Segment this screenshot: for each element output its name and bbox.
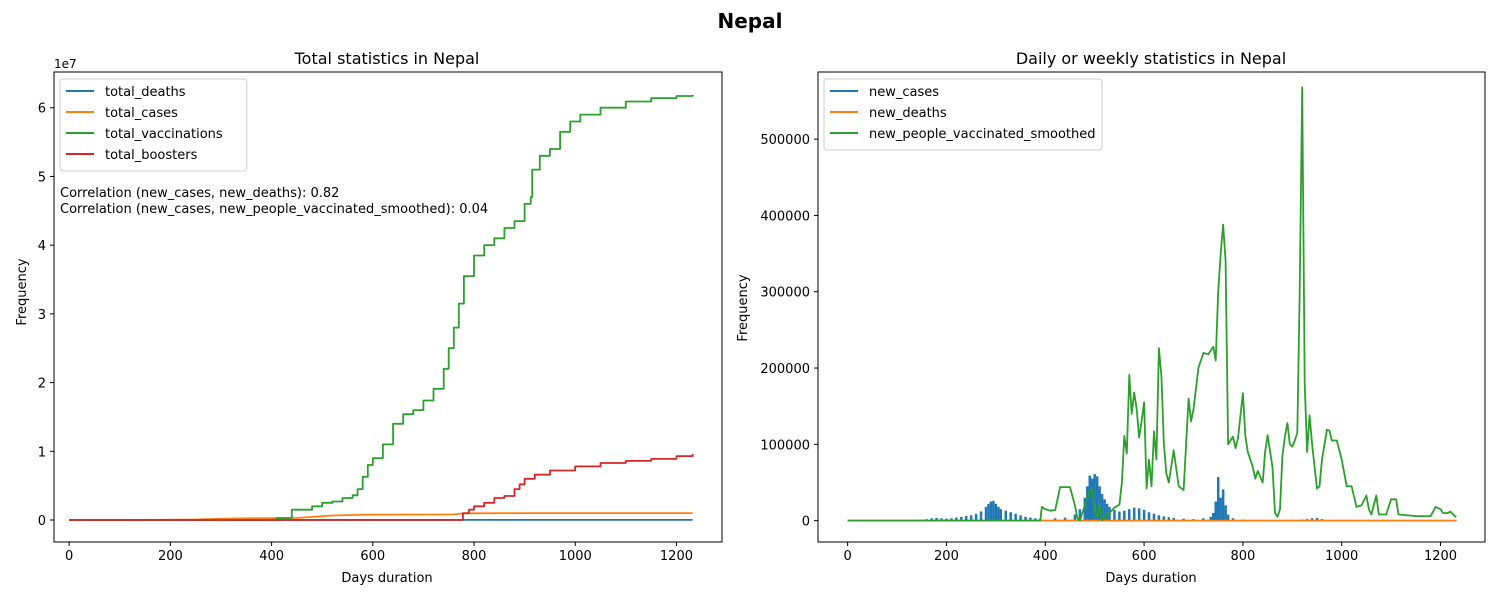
y-tick-label: 100000 bbox=[760, 438, 810, 453]
y-tick-label: 0 bbox=[802, 515, 810, 530]
legend-label: total_boosters bbox=[105, 148, 198, 163]
plot-area bbox=[847, 86, 1458, 522]
series-new-people-vaccinated-smoothed bbox=[847, 86, 1457, 522]
axes-frame bbox=[53, 71, 723, 543]
legend-item: total_boosters bbox=[66, 148, 198, 163]
axes-frame bbox=[817, 71, 1486, 543]
x-tick-label: 800 bbox=[1230, 549, 1255, 564]
series-total-cases bbox=[69, 512, 693, 521]
x-tick-label: 800 bbox=[462, 549, 487, 564]
x-tick-label: 0 bbox=[844, 549, 852, 564]
y-axis-label: Frequency bbox=[736, 274, 751, 341]
y-tick-label: 200000 bbox=[760, 362, 810, 377]
y-tick-label: 400000 bbox=[760, 209, 810, 224]
x-tick-label: 1000 bbox=[1325, 549, 1358, 564]
total-statistics-chart: Total statistics in Nepal 1e7 Days durat… bbox=[15, 49, 723, 586]
y-offset-label: 1e7 bbox=[54, 57, 77, 71]
y-tick-label: 500000 bbox=[760, 133, 810, 148]
x-tick-label: 400 bbox=[259, 549, 284, 564]
correlation-annotation-2: Correlation (new_cases, new_people_vacci… bbox=[60, 202, 488, 217]
x-tick-label: 400 bbox=[1033, 549, 1058, 564]
legend-label: new_cases bbox=[869, 85, 939, 100]
y-tick-label: 2 bbox=[38, 377, 46, 392]
x-tick-label: 1200 bbox=[1424, 549, 1457, 564]
legend-item: total_deaths bbox=[66, 85, 186, 100]
x-axis-label: Days duration bbox=[1105, 571, 1196, 586]
legend-label: new_people_vaccinated_smoothed bbox=[869, 127, 1095, 142]
figure-suptitle: Nepal bbox=[718, 9, 783, 33]
correlation-annotation-1: Correlation (new_cases, new_deaths): 0.8… bbox=[60, 186, 339, 201]
y-tick-label: 6 bbox=[38, 102, 46, 117]
legend-box bbox=[59, 78, 248, 172]
x-tick-label: 600 bbox=[1132, 549, 1157, 564]
legend-item: new_cases bbox=[830, 85, 939, 100]
legend-label: total_vaccinations bbox=[105, 127, 223, 142]
x-tick-label: 200 bbox=[934, 549, 959, 564]
legend-label: total_deaths bbox=[105, 85, 186, 100]
y-tick-label: 300000 bbox=[760, 286, 810, 301]
y-tick-label: 5 bbox=[38, 170, 46, 185]
legend-item: new_deaths bbox=[830, 106, 947, 121]
legend-label: total_cases bbox=[105, 106, 178, 121]
y-tick-label: 4 bbox=[38, 239, 46, 254]
legend-item: total_cases bbox=[66, 106, 178, 121]
x-tick-label: 1200 bbox=[660, 549, 693, 564]
x-tick-label: 1000 bbox=[559, 549, 592, 564]
legend-label: new_deaths bbox=[869, 106, 947, 121]
daily-statistics-chart: Daily or weekly statistics in Nepal Days… bbox=[736, 49, 1486, 586]
plot-area bbox=[69, 94, 694, 521]
y-axis-label: Frequency bbox=[15, 258, 30, 325]
x-axis-label: Days duration bbox=[341, 571, 432, 586]
series-total-boosters bbox=[69, 454, 694, 521]
chart-title: Daily or weekly statistics in Nepal bbox=[1016, 49, 1286, 68]
x-tick-label: 0 bbox=[65, 549, 73, 564]
x-tick-label: 200 bbox=[158, 549, 183, 564]
series-total-vaccinations bbox=[69, 94, 694, 521]
legend: total_deaths total_cases total_vaccination… bbox=[59, 78, 248, 172]
x-tick-label: 600 bbox=[360, 549, 385, 564]
y-tick-label: 1 bbox=[38, 445, 46, 460]
legend-box bbox=[823, 78, 1103, 151]
legend: new_cases new_deaths new_people_vaccinated… bbox=[823, 78, 1103, 151]
legend-item: total_vaccinations bbox=[66, 127, 223, 142]
legend-item: new_people_vaccinated_smoothed bbox=[830, 127, 1095, 142]
y-tick-label: 0 bbox=[38, 514, 46, 529]
y-tick-label: 3 bbox=[38, 308, 46, 323]
chart-title: Total statistics in Nepal bbox=[294, 49, 480, 68]
